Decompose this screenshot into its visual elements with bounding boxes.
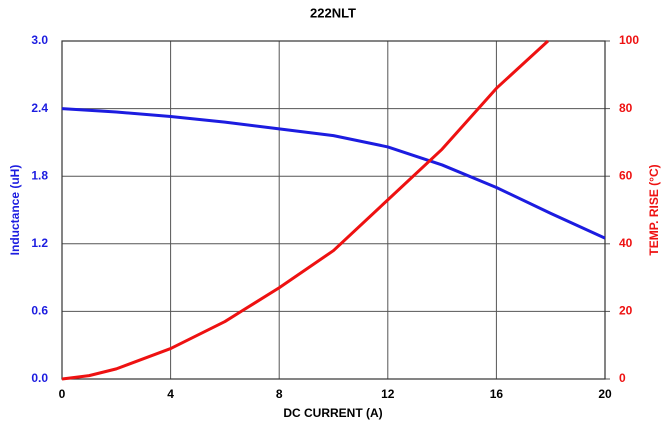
- x-tick-label: 20: [598, 387, 612, 401]
- x-axis-label: DC CURRENT (A): [283, 406, 382, 420]
- y2-tick-label: 60: [619, 168, 633, 182]
- y-tick-label: 1.8: [31, 168, 48, 182]
- x-tick-label: 4: [167, 387, 174, 401]
- y-tick-label: 0.6: [31, 304, 48, 318]
- x-tick-label: 0: [59, 387, 66, 401]
- y2-tick-label: 100: [619, 33, 639, 47]
- y-axis-label: Inductance (uH): [8, 165, 22, 256]
- y2-tick-label: 20: [619, 304, 633, 318]
- plot-frame: [61, 40, 606, 380]
- x-tick-label: 16: [490, 387, 504, 401]
- chart-title: 222NLT: [310, 5, 356, 20]
- x-tick-label: 8: [276, 387, 283, 401]
- y2-tick-label: 40: [619, 236, 633, 250]
- y-tick-label: 0.0: [31, 371, 48, 385]
- series-line: [62, 39, 549, 381]
- y-tick-label: 3.0: [31, 33, 48, 47]
- series-line: [62, 107, 605, 240]
- y2-tick-label: 0: [619, 371, 626, 385]
- y-tick-label: 1.2: [31, 236, 48, 250]
- y-tick-label: 2.4: [31, 101, 48, 115]
- y2-axis-label: TEMP. RISE (°C): [647, 164, 661, 255]
- x-tick-label: 12: [381, 387, 395, 401]
- y2-tick-label: 80: [619, 101, 633, 115]
